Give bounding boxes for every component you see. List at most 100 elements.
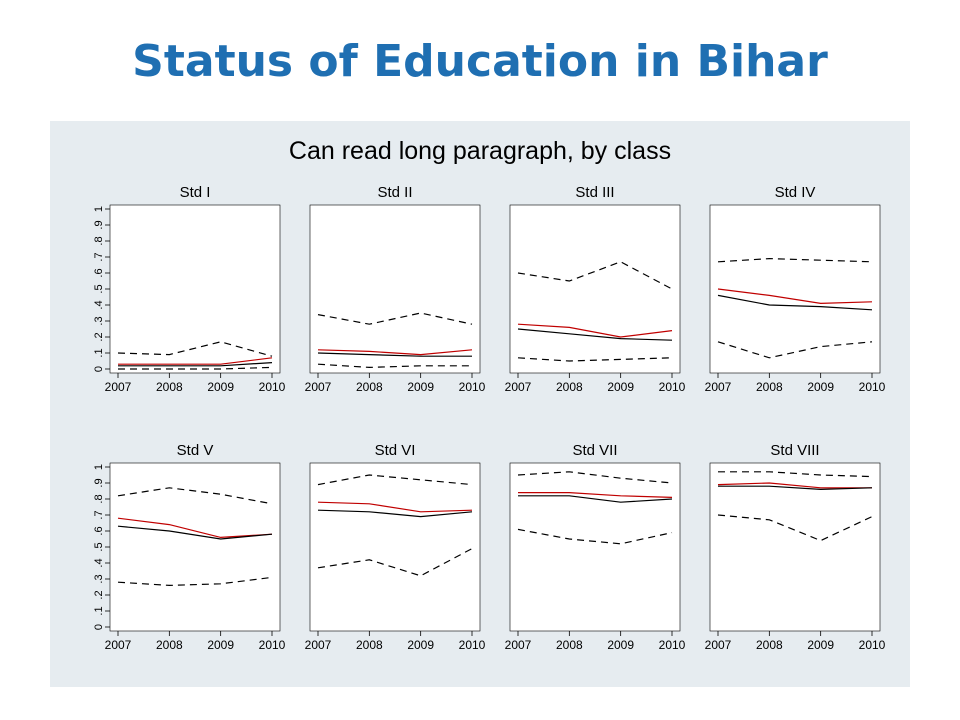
panel-std-iv: Std IV 2007 2008 2009 2010: [705, 184, 886, 394]
figure-panel: Can read long paragraph, by class Std I 2…: [50, 121, 910, 687]
series-line-2: [117, 517, 273, 539]
y-tick-label: 0: [93, 624, 105, 630]
x-tick-label: 2009: [807, 638, 834, 652]
x-tick-label: 2009: [607, 638, 634, 652]
x-tick-label: 2009: [807, 380, 834, 394]
series-line-4: [517, 357, 673, 362]
panel-title: Std II: [377, 184, 412, 201]
x-tick-label: 2009: [207, 638, 234, 652]
y-tick-label: .4: [93, 300, 105, 309]
y-tick-label: .1: [93, 348, 105, 357]
series-line-1: [317, 474, 473, 486]
x-tick-label: 2008: [356, 638, 383, 652]
panel-std-iii: Std III 2007 2008 2009 2010: [505, 184, 686, 394]
x-tick-label: 2007: [705, 380, 732, 394]
x-tick-label: 2008: [156, 638, 183, 652]
y-tick-label: .2: [93, 332, 105, 341]
series-line-4: [317, 363, 472, 369]
y-tick-label: .9: [93, 220, 105, 229]
x-tick-label: 2010: [259, 380, 286, 394]
y-tick-label: 0: [93, 366, 105, 372]
panel-title: Std IV: [775, 184, 816, 201]
series-line-4: [517, 528, 673, 545]
x-tick-label: 2010: [659, 638, 686, 652]
series-line-1: [317, 312, 473, 325]
panel-std-ii: Std II 2007 2008 2009 2010: [305, 184, 486, 394]
x-tick-label: 2007: [305, 638, 332, 652]
series-line-2: [317, 501, 473, 513]
x-tick-label: 2010: [459, 380, 486, 394]
panel-title: Std VIII: [770, 442, 819, 459]
y-tick-label: .8: [93, 494, 105, 503]
panel-std-i: Std I 2007 2008 2009 2010 0 .1 .2 .3 .4 .5 .6 .7 .8 .9…: [93, 184, 286, 394]
series-line-2: [717, 482, 872, 489]
series-line-3: [718, 485, 873, 491]
series-line-3: [317, 352, 472, 357]
x-tick-label: 2007: [305, 380, 332, 394]
y-tick-label: .6: [93, 526, 105, 535]
series-line-3: [717, 294, 873, 311]
plot-area: [509, 462, 681, 632]
x-tick-label: 2010: [459, 638, 486, 652]
y-tick-label: .2: [93, 590, 105, 599]
y-tick-label: .4: [93, 558, 105, 567]
panel-std-v: Std V 2007 2008 2009 2010 0 .1 .2 .3 .4 .5 .6 .7 .8 .9…: [93, 442, 286, 652]
series-line-3: [517, 328, 673, 341]
series-line-4: [317, 548, 473, 577]
panel-title: Std V: [177, 442, 214, 459]
x-tick-label: 2007: [705, 638, 732, 652]
series-line-2: [118, 357, 273, 365]
series-line-1: [717, 257, 873, 263]
series-line-1: [117, 487, 273, 505]
y-tick-label: .1: [93, 606, 105, 615]
x-tick-label: 2008: [556, 380, 583, 394]
series-line-2: [518, 492, 673, 498]
y-tick-label: .6: [93, 268, 105, 277]
y-tick-label: .3: [93, 316, 105, 325]
series-line-1: [517, 261, 673, 290]
x-tick-label: 2010: [659, 380, 686, 394]
series-line-4: [118, 366, 273, 370]
y-tick-label: .3: [93, 574, 105, 583]
chart-title: Can read long paragraph, by class: [289, 137, 671, 165]
series-line-2: [517, 323, 673, 338]
x-tick-label: 2008: [156, 380, 183, 394]
x-tick-label: 2010: [259, 638, 286, 652]
panel-std-vi: Std VI 2007 2008 2009 2010: [305, 442, 486, 652]
y-tick-label: .7: [93, 252, 105, 261]
panel-std-viii: Std VIII 2007 2008 2009 2010: [705, 442, 886, 652]
panel-std-vii: Std VII 2007 2008 2009 2010: [505, 442, 686, 652]
y-tick-label: 1: [93, 464, 105, 470]
panel-title: Std VI: [375, 442, 416, 459]
chart-figure: Can read long paragraph, by class Std I 2…: [93, 137, 886, 652]
panel-title: Std I: [180, 184, 211, 201]
x-tick-label: 2008: [556, 638, 583, 652]
series-line-3: [118, 362, 273, 367]
series-line-2: [317, 349, 473, 356]
y-tick-label: .9: [93, 478, 105, 487]
plot-area: [109, 204, 281, 374]
chart-panels: Std I 2007 2008 2009 2010 0 .1 .2 .3 .4 .5 .6 .7 .8 .9…: [93, 184, 886, 652]
y-tick-label: 1: [93, 206, 105, 212]
plot-area: [709, 462, 881, 632]
x-tick-label: 2007: [105, 638, 132, 652]
x-tick-label: 2009: [407, 638, 434, 652]
series-line-1: [517, 471, 673, 484]
x-tick-label: 2009: [607, 380, 634, 394]
series-line-3: [117, 525, 273, 540]
series-line-2: [717, 288, 873, 305]
x-tick-label: 2008: [756, 638, 783, 652]
x-tick-label: 2007: [105, 380, 132, 394]
x-tick-label: 2010: [859, 638, 886, 652]
plot-area: [509, 204, 681, 374]
x-tick-label: 2008: [356, 380, 383, 394]
y-tick-label: .8: [93, 236, 105, 245]
series-line-3: [317, 509, 473, 518]
x-tick-label: 2009: [407, 380, 434, 394]
series-line-1: [117, 341, 273, 357]
x-tick-label: 2008: [756, 380, 783, 394]
x-tick-label: 2009: [207, 380, 234, 394]
plot-area: [309, 462, 481, 632]
slide-title: Status of Education in Bihar: [132, 36, 828, 87]
series-line-4: [717, 341, 873, 359]
